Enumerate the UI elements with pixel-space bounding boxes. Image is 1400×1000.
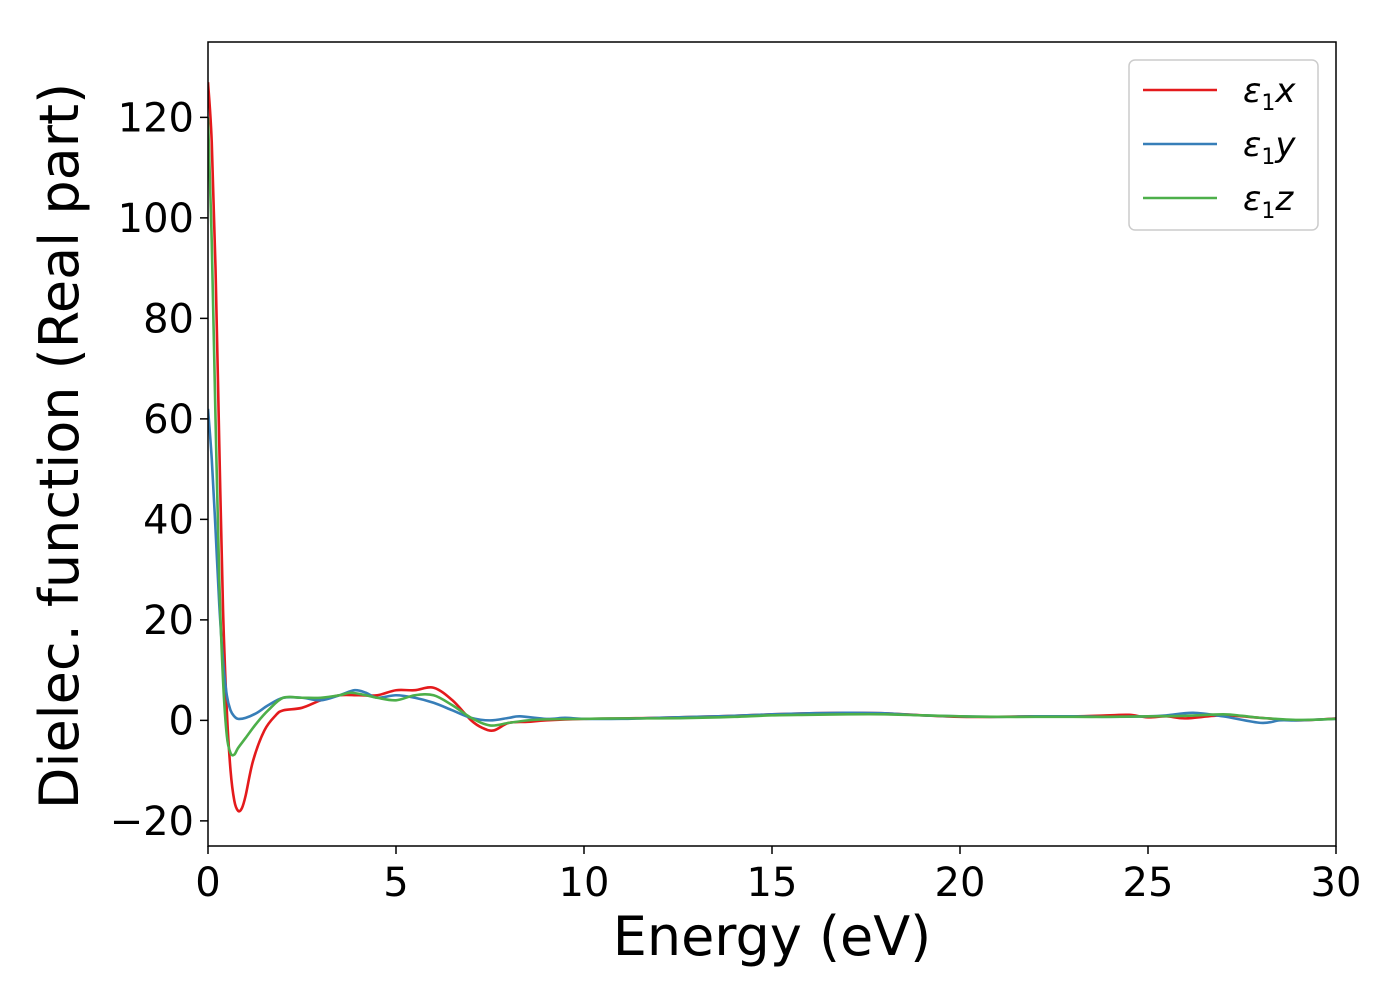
x-tick-label: 25 (1123, 860, 1174, 906)
legend: ε1x ε1y ε1z (1128, 59, 1319, 231)
legend-label-x: ε1x (1243, 71, 1296, 116)
legend-label-y: ε1y (1243, 125, 1296, 170)
x-tick-label: 10 (559, 860, 610, 906)
x-tick-label: 0 (195, 860, 220, 906)
y-axis-label: Dielec. function (Real part) (28, 83, 91, 809)
series-layer (208, 82, 1336, 813)
y-tick-label: 100 (118, 196, 194, 242)
x-tick-label: 15 (747, 860, 798, 906)
series-line-z (208, 117, 1336, 757)
y-tick-label: 20 (143, 598, 194, 644)
x-tick-label: 30 (1311, 860, 1362, 906)
y-tick-label: 120 (118, 95, 194, 141)
legend-box (1128, 59, 1319, 231)
y-tick-label: 40 (143, 497, 194, 543)
x-tick-label: 5 (383, 860, 408, 906)
y-tick-label: 60 (143, 397, 194, 443)
y-tick-label: −20 (110, 799, 194, 845)
x-axis-label: Energy (eV) (613, 905, 932, 968)
y-tick-label: 80 (143, 296, 194, 342)
legend-label-z: ε1z (1243, 179, 1294, 224)
y-tick-label: 0 (169, 698, 194, 744)
x-tick-label: 20 (935, 860, 986, 906)
